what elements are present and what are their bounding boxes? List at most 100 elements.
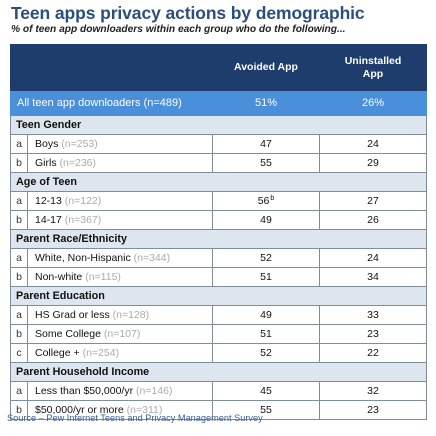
total-row-label: All teen app downloaders (n=489) [10,90,213,116]
row-label: 14-17 [35,214,62,226]
row-label-cell: Non-white (n=115) [27,267,213,287]
row-label: Girls [35,157,57,169]
row-letter: b [10,210,28,230]
uninstalled-value-cell: 23 [319,324,427,344]
chart-subtitle: % of teen app downloaders within each gr… [11,24,346,35]
section-title: Parent Race/Ethnicity [10,229,427,249]
row-label: White, Non-Hispanic [35,252,131,264]
row-sample-size: (n=367) [64,214,102,226]
row-label: Less than $50,000/yr [35,385,134,397]
avoided-value: 51 [260,328,272,340]
data-table: Avoided App Uninstalled App All teen app… [10,44,427,420]
avoided-value: 49 [260,214,272,226]
header-blank-cell [10,44,213,91]
row-letter: b [10,267,28,287]
table-row: a Less than $50,000/yr (n=146) 45 32 [10,381,427,401]
avoided-value-cell: 55 [212,400,320,420]
avoided-value: 56 [257,195,270,207]
row-letter: b [10,324,28,344]
row-letter: c [10,343,28,363]
avoided-value-cell: 51 [212,267,320,287]
row-sample-size: (n=236) [59,157,96,169]
avoided-value-cell: 45 [212,381,320,401]
table-row: b Non-white (n=115) 51 34 [10,267,427,287]
avoided-value-cell: 56b [212,191,320,211]
total-uninstalled-value: 26% [319,90,427,116]
uninstalled-value: 32 [367,385,379,397]
avoided-value: 47 [260,138,272,150]
table-row: b $50,000/yr or more (n=311) 55 23 [10,400,427,420]
uninstalled-value: 23 [367,404,379,416]
uninstalled-value: 34 [367,271,379,283]
table-body: All teen app downloaders (n=489) 51% 26%… [10,90,427,420]
section-title: Teen Gender [10,115,427,135]
uninstalled-value-cell: 23 [319,400,427,420]
section-header-row: Parent Race/Ethnicity [10,229,427,249]
table-row: a HS Grad or less (n=128) 49 33 [10,305,427,325]
row-sample-size: (n=122) [64,195,102,207]
section-title: Parent Household Income [10,362,427,382]
uninstalled-value: 29 [367,157,379,169]
total-avoided-value: 51% [212,90,320,116]
source-note: Source – Pew Internet Teens and Privacy … [7,413,263,423]
uninstalled-value-cell: 32 [319,381,427,401]
avoided-value: 51 [260,271,272,283]
row-label-cell: Girls (n=236) [27,153,213,173]
section-header-row: Teen Gender [10,115,427,135]
table-row: b Some College (n=107) 51 23 [10,324,427,344]
row-letter: b [10,153,28,173]
table-row: a Boys (n=253) 47 24 [10,134,427,154]
chart-title: Teen apps privacy actions by demographic [11,3,365,23]
avoided-value: 55 [260,404,272,416]
uninstalled-value-cell: 29 [319,153,427,173]
avoided-value-cell: 47 [212,134,320,154]
avoided-value-cell: 55 [212,153,320,173]
header-row: Avoided App Uninstalled App [10,44,427,91]
table-row: c College + (n=254) 52 22 [10,343,427,363]
row-label-cell: Boys (n=253) [27,134,213,154]
row-label: College + [35,347,80,359]
section-title: Parent Education [10,286,427,306]
column-header-avoided: Avoided App [212,44,320,91]
row-label: Some College [35,328,101,340]
avoided-value-cell: 52 [212,248,320,268]
uninstalled-value-cell: 33 [319,305,427,325]
uninstalled-value-cell: 26 [319,210,427,230]
total-row: All teen app downloaders (n=489) 51% 26% [10,90,427,116]
table-row: b 14-17 (n=367) 49 26 [10,210,427,230]
section-header-row: Age of Teen [10,172,427,192]
row-label: Non-white [35,271,83,283]
column-header-uninstalled: Uninstalled App [319,44,427,91]
row-sample-size: (n=253) [61,138,98,150]
avoided-value: 55 [260,157,272,169]
row-letter: a [10,134,28,154]
row-label-cell: College + (n=254) [27,343,213,363]
row-letter: a [10,248,28,268]
row-sample-size: (n=128) [112,309,150,321]
avoided-value-cell: 49 [212,210,320,230]
row-label-cell: White, Non-Hispanic (n=344) [27,248,213,268]
uninstalled-value-cell: 24 [319,134,427,154]
avoided-value: 45 [260,385,272,397]
avoided-value-cell: 49 [212,305,320,325]
avoided-value: 52 [260,252,272,264]
uninstalled-value-cell: 34 [319,267,427,287]
row-letter: a [10,191,28,211]
uninstalled-value-cell: 24 [319,248,427,268]
column-header-uninstalled-text: Uninstalled App [344,54,402,80]
uninstalled-value: 33 [367,309,379,321]
row-sample-size: (n=107) [103,328,141,340]
uninstalled-value-cell: 22 [319,343,427,363]
row-label-cell: 14-17 (n=367) [27,210,213,230]
row-sample-size: (n=344) [133,252,171,264]
uninstalled-value-cell: 27 [319,191,427,211]
row-sample-size: (n=146) [136,385,173,397]
uninstalled-value: 23 [367,328,379,340]
section-header-row: Parent Household Income [10,362,427,382]
section-header-row: Parent Education [10,286,427,306]
avoided-value: 49 [260,309,272,321]
table-row: b Girls (n=236) 55 29 [10,153,427,173]
row-label: HS Grad or less [35,309,110,321]
row-label: 12-13 [35,195,62,207]
row-sample-size: (n=254) [82,347,120,359]
